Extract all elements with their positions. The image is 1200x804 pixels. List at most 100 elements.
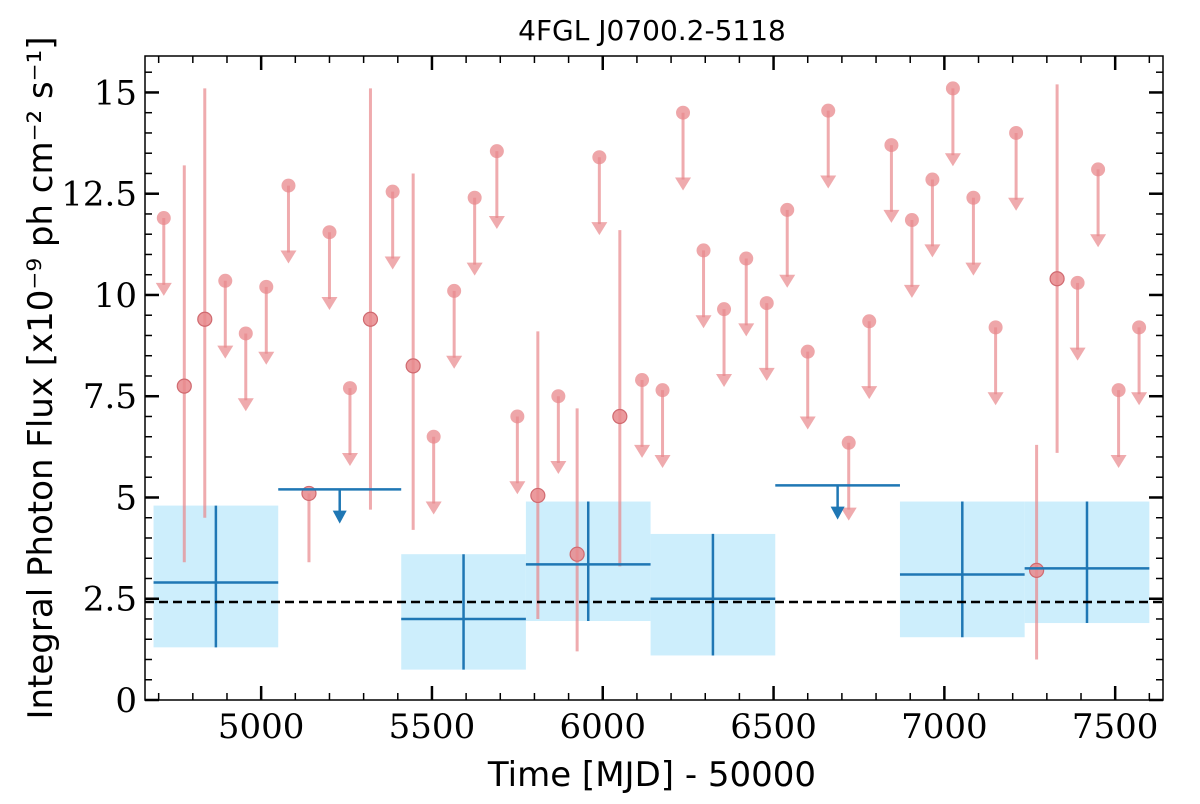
- upper-limit-arrow-head-7: [384, 256, 401, 270]
- long-bin-upper-limit-arrow-0: [332, 510, 347, 524]
- upper-limit-arrow-head-8: [425, 501, 442, 515]
- upper-limit-arrow-head-29: [924, 244, 941, 258]
- upper-limit-arrow-head-9: [446, 355, 463, 369]
- upper-limit-point-36: [1111, 383, 1126, 398]
- upper-limit-point-6: [342, 381, 357, 396]
- short-bin-point-8: [1029, 562, 1045, 578]
- upper-limit-point-21: [759, 296, 774, 311]
- upper-limit-point-4: [281, 178, 296, 193]
- upper-limit-point-5: [322, 225, 337, 240]
- upper-limit-point-9: [447, 283, 462, 298]
- upper-limit-arrow-head-14: [591, 222, 608, 236]
- upper-limit-point-22: [780, 202, 795, 217]
- upper-limit-arrow-head-11: [488, 216, 505, 230]
- y-tick-label-5: 12.5: [61, 175, 137, 215]
- upper-limit-point-27: [884, 138, 899, 153]
- upper-limit-point-25: [841, 435, 856, 450]
- upper-limit-arrow-head-6: [341, 452, 358, 466]
- upper-limit-point-31: [966, 190, 981, 205]
- x-tick-label-0: 5000: [218, 707, 305, 747]
- upper-limit-arrow-head-22: [779, 274, 796, 288]
- upper-limit-arrow-head-10: [466, 262, 483, 276]
- x-tick-label-1: 5500: [389, 707, 476, 747]
- x-tick-label-2: 6000: [559, 707, 646, 747]
- upper-limit-point-17: [676, 105, 691, 120]
- upper-limit-arrow-head-31: [965, 262, 982, 276]
- upper-limit-point-11: [489, 144, 504, 159]
- upper-limit-arrow-head-25: [840, 507, 857, 521]
- upper-limit-point-23: [800, 344, 815, 359]
- y-tick-label-6: 15: [94, 73, 137, 113]
- y-tick-label-2: 5: [115, 478, 137, 518]
- upper-limit-point-29: [925, 172, 940, 187]
- short-bin-point-1: [197, 311, 213, 327]
- upper-limit-point-32: [988, 320, 1003, 335]
- long-bin-upper-limit-arrow-1: [830, 506, 845, 520]
- short-bin-point-6: [569, 546, 585, 562]
- y-tick-label-0: 0: [115, 681, 137, 721]
- upper-limit-point-13: [551, 389, 566, 404]
- upper-limit-arrow-head-20: [738, 323, 755, 337]
- y-axis-label: Integral Photon Flux [x10⁻⁹ ph cm⁻² s⁻¹]: [21, 36, 61, 719]
- x-tick-label-4: 7000: [901, 707, 988, 747]
- upper-limit-arrow-head-36: [1110, 454, 1127, 468]
- upper-limit-arrow-head-35: [1090, 234, 1107, 248]
- plot-area: 5000 5500 6000 6500 7000 7500 0 2.5 5 7.5 10 12.5 15: [61, 55, 1164, 747]
- upper-limit-arrow-head-4: [280, 250, 297, 264]
- x-tick-label-3: 6500: [730, 707, 817, 747]
- upper-limit-point-30: [945, 81, 960, 96]
- upper-limit-point-7: [385, 184, 400, 199]
- short-bin-point-3: [362, 311, 379, 327]
- x-tick-label-5: 7500: [1072, 707, 1159, 747]
- upper-limit-point-1: [218, 273, 233, 288]
- upper-limit-arrow-head-12: [509, 481, 526, 495]
- upper-limit-arrow-head-30: [944, 153, 961, 167]
- upper-limit-point-8: [426, 429, 441, 444]
- upper-limit-point-33: [1009, 125, 1024, 140]
- upper-limit-point-37: [1132, 320, 1147, 335]
- upper-limit-arrow-head-21: [758, 367, 775, 381]
- y-tick-label-4: 10: [94, 276, 137, 316]
- upper-limit-point-14: [592, 150, 607, 165]
- upper-limit-arrow-head-34: [1069, 347, 1086, 361]
- upper-limit-arrow-head-28: [903, 284, 920, 298]
- upper-limit-arrow-head-17: [675, 177, 692, 191]
- upper-limit-point-16: [655, 383, 670, 398]
- upper-limit-arrow-head-26: [861, 386, 878, 400]
- upper-limit-arrow-head-2: [237, 398, 254, 412]
- upper-limit-arrow-head-27: [883, 209, 900, 223]
- upper-limit-arrow-head-23: [799, 416, 816, 430]
- short-bin-point-0: [176, 378, 192, 394]
- upper-limit-point-26: [862, 314, 877, 329]
- upper-limit-point-35: [1091, 162, 1106, 177]
- upper-limit-point-2: [238, 326, 253, 341]
- short-bin-point-4: [405, 358, 421, 374]
- upper-limit-point-12: [510, 409, 525, 424]
- upper-limit-point-0: [156, 211, 171, 226]
- upper-limit-point-18: [696, 243, 711, 258]
- upper-limit-arrow-head-18: [695, 315, 712, 329]
- x-axis-label: Time [MJD] - 50000: [487, 755, 816, 795]
- upper-limit-arrow-head-19: [716, 373, 733, 387]
- y-tick-label-1: 2.5: [83, 580, 137, 620]
- upper-limit-point-3: [259, 279, 274, 294]
- upper-limit-arrow-head-3: [258, 351, 275, 365]
- upper-limit-arrow-head-5: [321, 297, 338, 311]
- upper-limit-arrow-head-37: [1131, 392, 1148, 406]
- short-bin-point-5: [530, 487, 546, 504]
- short-bin-point-9: [1049, 271, 1065, 287]
- short-bin-point-7: [612, 408, 628, 425]
- upper-limit-point-24: [821, 103, 836, 118]
- upper-limit-arrow-head-16: [654, 454, 671, 468]
- upper-limit-arrow-head-32: [987, 392, 1004, 406]
- upper-limit-point-20: [739, 251, 754, 266]
- upper-limit-point-28: [904, 213, 919, 228]
- y-tick-label-3: 7.5: [83, 377, 137, 417]
- upper-limit-arrow-head-33: [1008, 197, 1025, 211]
- chart-title: 4FGL J0700.2-5118: [518, 14, 786, 47]
- upper-limit-point-34: [1070, 275, 1085, 290]
- upper-limit-point-15: [635, 373, 650, 388]
- plot-frame: [144, 55, 1164, 701]
